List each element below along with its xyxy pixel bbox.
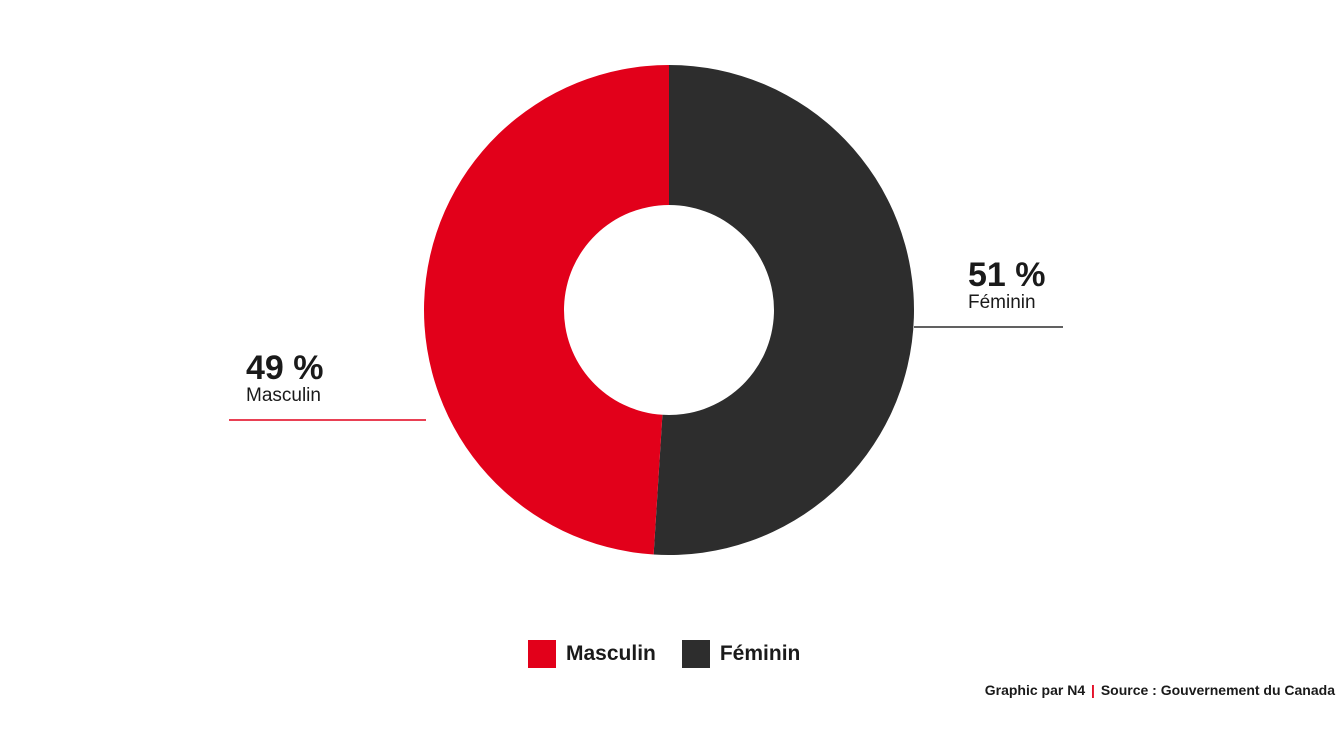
legend-swatch-masculin bbox=[528, 640, 556, 668]
donut-slice-masculin bbox=[424, 65, 669, 555]
callout-masculin-label: Masculin bbox=[246, 385, 324, 407]
callout-feminin: 51 % Féminin bbox=[968, 258, 1046, 314]
callout-masculin-value: 49 % bbox=[246, 351, 324, 387]
credit-line: Graphic par N4 | Source : Gouvernement d… bbox=[985, 682, 1335, 698]
legend-item-feminin: Féminin bbox=[682, 640, 801, 668]
donut-chart bbox=[424, 65, 914, 555]
credit-separator: | bbox=[1089, 682, 1097, 698]
credit-left: Graphic par N4 bbox=[985, 682, 1085, 698]
legend-swatch-feminin bbox=[682, 640, 710, 668]
donut-slice-feminin bbox=[654, 65, 914, 555]
legend-label-feminin: Féminin bbox=[720, 642, 801, 666]
legend-label-masculin: Masculin bbox=[566, 642, 656, 666]
callout-masculin: 49 % Masculin bbox=[246, 351, 324, 407]
legend-item-masculin: Masculin bbox=[528, 640, 656, 668]
chart-stage: 51 % Féminin 49 % Masculin Masculin Fémi… bbox=[0, 0, 1340, 729]
callout-feminin-label: Féminin bbox=[968, 292, 1046, 314]
callout-feminin-value: 51 % bbox=[968, 258, 1046, 294]
legend: Masculin Féminin bbox=[528, 640, 800, 668]
credit-right: Source : Gouvernement du Canada bbox=[1101, 682, 1335, 698]
